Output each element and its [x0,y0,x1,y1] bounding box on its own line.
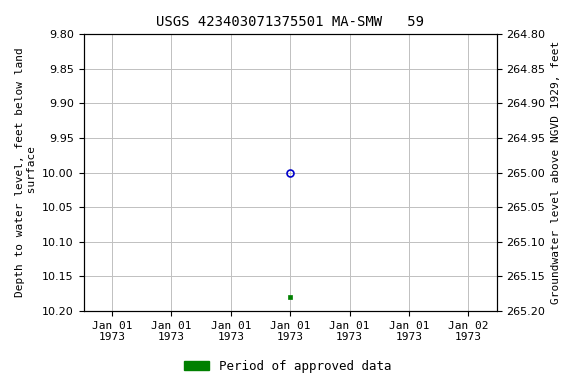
Title: USGS 423403071375501 MA-SMW   59: USGS 423403071375501 MA-SMW 59 [156,15,424,29]
Y-axis label: Groundwater level above NGVD 1929, feet: Groundwater level above NGVD 1929, feet [551,41,561,304]
Legend: Period of approved data: Period of approved data [179,355,397,378]
Y-axis label: Depth to water level, feet below land
 surface: Depth to water level, feet below land su… [15,48,37,298]
